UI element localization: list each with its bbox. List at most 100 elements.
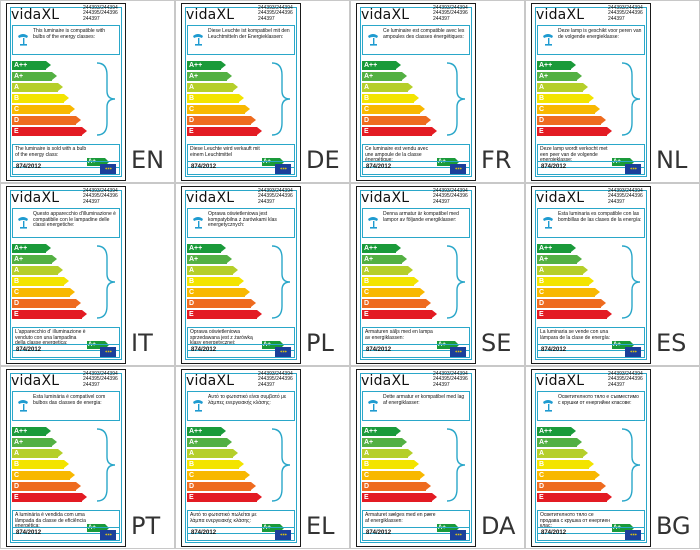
label-frame	[185, 373, 297, 543]
range-brace	[443, 244, 467, 320]
energy-class-bar: B	[537, 94, 594, 103]
model-number: 244393/244394	[608, 188, 643, 194]
compatibility-text: Осветителното тяло е съвместимо с крушки…	[558, 394, 639, 406]
label-frame	[535, 190, 647, 360]
energy-scale: A++ A+ A B C D E	[187, 244, 282, 324]
model-number: 244395/244396	[608, 376, 643, 383]
brand-logo: vidaXL	[186, 190, 235, 206]
energy-class-bar: B	[12, 460, 69, 469]
energy-class-bar: B	[537, 460, 594, 469]
compatibility-text: Dette armatur er kompatibel med lag af e…	[383, 394, 465, 406]
compatibility-box: Questo apparecchio d'illuminazione è com…	[12, 208, 120, 238]
label-frame	[185, 7, 297, 177]
energy-label: vidaXL 244393/244394 244395/244396 244397 Es…	[531, 186, 651, 364]
model-number: 244397	[433, 15, 450, 22]
energy-class-bar: C	[187, 105, 250, 114]
energy-class-bar: A+	[187, 72, 232, 81]
energy-class-bar: A+	[12, 438, 57, 447]
model-number: 244397	[83, 198, 100, 205]
energy-class-bar: A+	[362, 438, 407, 447]
language-code: DE	[306, 146, 340, 174]
energy-class-bar: A	[362, 83, 413, 92]
model-number: 244395/244396	[608, 193, 643, 200]
model-numbers: 244393/244394 244395/244396 244397	[608, 371, 646, 388]
sold-class-badge: A+	[87, 341, 109, 349]
range-brace	[93, 427, 117, 503]
sold-with-text: La luminaria se vende con una lámpara de…	[540, 329, 611, 341]
energy-scale: A++ A+ A B C D E	[362, 244, 457, 324]
label-cell-en: vidaXL 244393/244394 244395/244396 244397 Th…	[0, 0, 175, 183]
compatibility-box: Oprawa oświetleniowa jest kompatybilna z…	[187, 208, 295, 238]
regulation-number: 874/2012	[366, 530, 392, 536]
compatibility-text: Esta luminaria es compatible con las bom…	[558, 211, 642, 223]
sold-with-text: Αυτό το φωτιστικό πωλείται με λάμπα ενερ…	[190, 512, 257, 524]
regulation-footer: 874/2012 ✶✶✶	[187, 161, 295, 175]
sold-with-text: Diese Leuchte wird verkauft mit einem Le…	[190, 146, 260, 158]
model-number: 244397	[258, 198, 275, 205]
brand-logo: vidaXL	[536, 373, 585, 389]
energy-label: vidaXL 244393/244394 244395/244396 244397 Es…	[6, 369, 126, 547]
sold-with-text: Deze lamp wordt verkocht met een peer va…	[540, 146, 608, 164]
energy-class-bar: B	[187, 277, 244, 286]
model-number: 244393/244394	[433, 371, 468, 377]
lamp-icon	[366, 215, 382, 229]
label-frame	[535, 373, 647, 543]
compatibility-box: Esta luminária é compatível com bulbos d…	[12, 391, 120, 421]
energy-class-bar: B	[187, 94, 244, 103]
regulation-footer: 874/2012 ✶✶✶	[187, 344, 295, 358]
compatibility-box: Esta luminaria es compatible con las bom…	[537, 208, 645, 238]
model-number: 244397	[83, 381, 100, 388]
energy-class-bar: C	[12, 105, 75, 114]
brand-logo: vidaXL	[361, 373, 410, 389]
energy-scale: A++ A+ A B C D E	[537, 61, 632, 141]
range-brace	[618, 244, 642, 320]
energy-class-bar: B	[362, 94, 419, 103]
label-cell-it: vidaXL 244393/244394 244395/244396 244397 Qu…	[0, 183, 175, 366]
model-number: 244397	[83, 15, 100, 22]
energy-class-bar: C	[12, 288, 75, 297]
range-brace	[618, 61, 642, 137]
sold-with-text: Armaturen säljs med en lampa av energikl…	[365, 329, 433, 341]
eu-flag-icon: ✶✶✶	[625, 529, 641, 540]
model-numbers: 244393/244394 244395/244396 244397	[83, 371, 121, 388]
energy-class-bar: A++	[537, 61, 576, 70]
eu-flag-icon: ✶✶✶	[625, 163, 641, 174]
energy-class-bar: E	[362, 310, 437, 319]
model-number: 244395/244396	[608, 10, 643, 17]
energy-class-bar: D	[187, 482, 256, 491]
compatibility-text: Esta luminária é compatível com bulbos d…	[33, 394, 106, 406]
energy-class-bar: A+	[537, 72, 582, 81]
energy-class-bar: A	[362, 266, 413, 275]
energy-label: vidaXL 244393/244394 244395/244396 244397 De…	[531, 3, 651, 181]
energy-scale: A++ A+ A B C D E	[187, 61, 282, 141]
model-numbers: 244393/244394 244395/244396 244397	[433, 188, 471, 205]
language-code: NL	[656, 146, 688, 174]
model-number: 244397	[258, 15, 275, 22]
model-number: 244393/244394	[608, 371, 643, 377]
sold-with-box: Diese Leuchte wird verkauft mit einem Le…	[187, 144, 295, 168]
energy-class-bar: E	[537, 310, 612, 319]
regulation-footer: 874/2012 ✶✶✶	[537, 527, 645, 541]
model-numbers: 244393/244394 244395/244396 244397	[258, 5, 296, 22]
label-cell-fr: vidaXL 244393/244394 244395/244396 244397 Ce…	[350, 0, 525, 183]
lamp-icon	[16, 398, 32, 412]
energy-label: vidaXL 244393/244394 244395/244396 244397 Αυ…	[181, 369, 301, 547]
energy-class-bar: A+	[187, 255, 232, 264]
energy-class-bar: A+	[362, 255, 407, 264]
compatibility-box: Deze lamp is geschikt voor peren van de …	[537, 25, 645, 55]
model-numbers: 244393/244394 244395/244396 244397	[608, 5, 646, 22]
lamp-icon	[541, 398, 557, 412]
model-number: 244393/244394	[83, 371, 118, 377]
language-code: FR	[481, 146, 512, 174]
energy-scale: A++ A+ A B C D E	[12, 427, 107, 507]
energy-label: vidaXL 244393/244394 244395/244396 244397 De…	[356, 369, 476, 547]
model-number: 244397	[608, 198, 625, 205]
model-numbers: 244393/244394 244395/244396 244397	[433, 371, 471, 388]
model-number: 244397	[433, 381, 450, 388]
brand-logo: vidaXL	[11, 190, 60, 206]
energy-class-bar: E	[362, 127, 437, 136]
energy-class-bar: A	[537, 266, 588, 275]
language-code: DA	[481, 512, 516, 540]
language-code: SE	[481, 329, 512, 357]
